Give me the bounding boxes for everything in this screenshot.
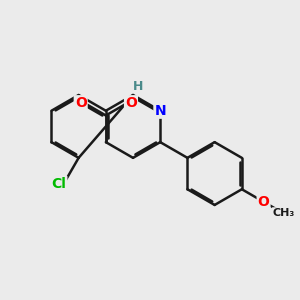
Text: O: O [258, 195, 269, 209]
Text: Cl: Cl [52, 177, 66, 191]
Text: O: O [75, 96, 87, 110]
Text: H: H [133, 80, 143, 93]
Text: O: O [125, 96, 137, 110]
Text: CH₃: CH₃ [272, 208, 295, 218]
Text: N: N [154, 104, 166, 118]
